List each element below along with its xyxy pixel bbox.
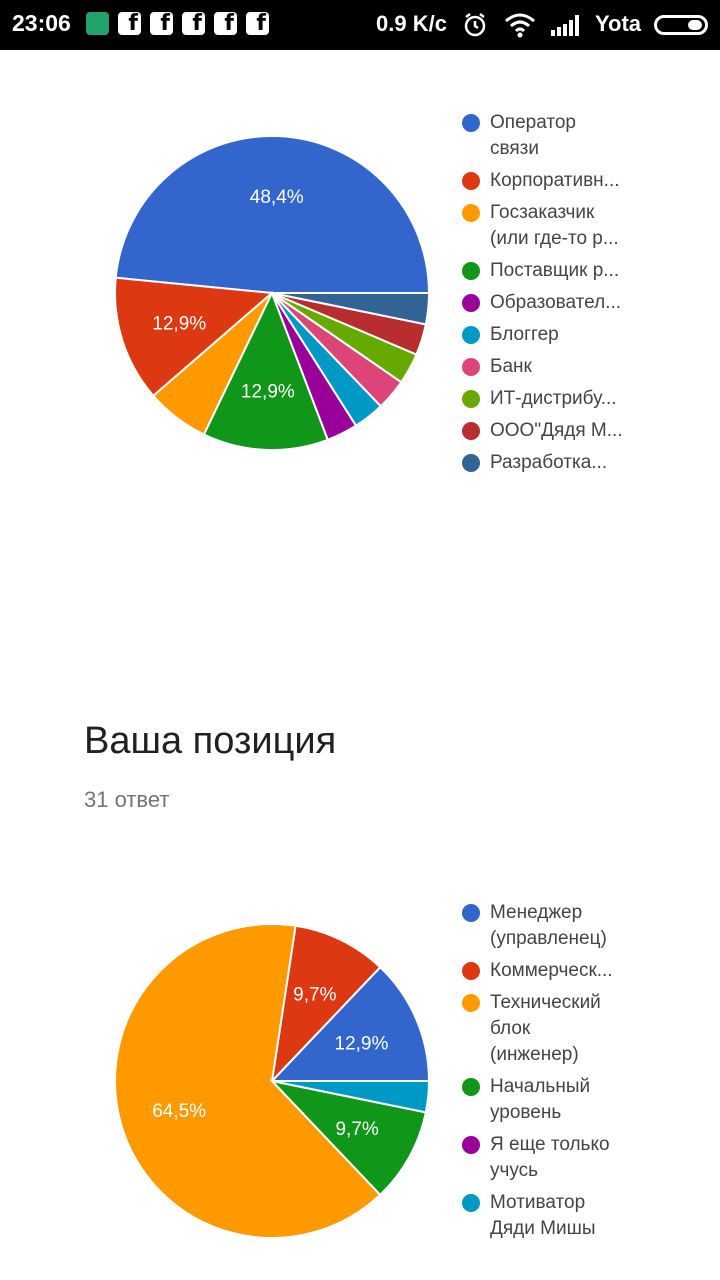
legend-color-dot [462, 262, 480, 280]
legend-color-dot [462, 172, 480, 190]
pie-slice[interactable] [114, 923, 382, 1239]
legend-label: Разработка... [490, 452, 608, 473]
facebook-icon [246, 12, 269, 35]
pie-data-label: 12,9% [335, 1034, 389, 1055]
legend-color-dot [462, 422, 480, 440]
pie-data-label: 64,5% [152, 1101, 206, 1122]
pie-slice[interactable] [114, 276, 275, 398]
legend-item[interactable]: Корпоративн... [460, 168, 720, 194]
legend-label: Госзаказчик (или где-то р... [490, 202, 619, 249]
legend-color-dot [462, 904, 480, 922]
legend-color-dot [462, 1078, 480, 1096]
pie-slice[interactable] [269, 1079, 428, 1197]
legend-color-dot [462, 962, 480, 980]
alarm-icon [464, 13, 486, 37]
pie-data-label: 48,4% [250, 187, 304, 208]
battery-icon [654, 15, 708, 35]
legend-label: ООО"Дядя М... [490, 420, 623, 441]
legend-item[interactable]: Коммерческ... [460, 958, 720, 984]
pie-chart-1-legend: Оператор связи Корпоративн... Госзаказчик … [460, 110, 720, 482]
legend-label: Образовател... [490, 292, 622, 313]
pie-chart-1: 48,4% 12,9% 12,9% Оператор связи Корпоратив… [0, 100, 720, 500]
pie-data-label: 12,9% [241, 381, 295, 402]
pie-slice[interactable] [270, 924, 382, 1084]
pie-data-label: 12,9% [152, 314, 206, 335]
legend-item[interactable]: Поставщик р... [460, 258, 720, 284]
legend-label: ИТ-дистрибу... [490, 388, 617, 409]
legend-color-dot [462, 358, 480, 376]
legend-color-dot [462, 454, 480, 472]
legend-item[interactable]: Оператор связи [460, 110, 720, 162]
legend-item[interactable]: Банк [460, 354, 720, 380]
legend-label: Мотиватор Дяди Мишы [490, 1192, 596, 1239]
shield-icon [86, 12, 109, 35]
legend-item[interactable]: Начальный уровень [460, 1074, 720, 1126]
legend-color-dot [462, 1194, 480, 1212]
legend-label: Поставщик р... [490, 260, 620, 281]
pie-slice[interactable] [271, 1080, 431, 1114]
pie-slice[interactable] [114, 135, 431, 294]
facebook-icon [150, 12, 173, 35]
facebook-icon [214, 12, 237, 35]
pie-data-label: 9,7% [335, 1119, 378, 1140]
legend-item[interactable]: Разработка... [460, 450, 720, 476]
pie-slice[interactable] [271, 292, 431, 326]
legend-color-dot [462, 994, 480, 1012]
legend-item[interactable]: Мотиватор Дяди Мишы [460, 1190, 720, 1242]
status-time: 23:06 [12, 10, 71, 36]
pie-chart-2-svg: 12,9% 9,7% 64,5% 9,7% [114, 923, 431, 1239]
status-bar: 23:06 0.9 K/c Yota [0, 0, 720, 50]
legend-label: Менеджер (управленец) [490, 902, 607, 949]
legend-item[interactable]: Образовател... [460, 290, 720, 316]
legend-label: Я еще только учусь [490, 1134, 610, 1181]
legend-color-dot [462, 294, 480, 312]
pie-data-label: 9,7% [293, 985, 336, 1006]
legend-item[interactable]: Менеджер (управленец) [460, 900, 720, 952]
legend-color-dot [462, 1136, 480, 1154]
legend-color-dot [462, 204, 480, 222]
legend-label: Корпоративн... [490, 170, 620, 191]
legend-label: Начальный уровень [490, 1076, 591, 1123]
response-count: 31 ответ [84, 787, 170, 812]
legend-color-dot [462, 390, 480, 408]
pie-chart-2: 12,9% 9,7% 64,5% 9,7% Менеджер (управленец)… [0, 890, 720, 1270]
pie-chart-2-legend: Менеджер (управленец) Коммерческ... Технич… [460, 900, 720, 1248]
legend-item[interactable]: ООО"Дядя М... [460, 418, 720, 444]
carrier-name: Yota [595, 11, 642, 36]
signal-icon [551, 15, 579, 36]
legend-item[interactable]: Я еще только учусь [460, 1132, 720, 1184]
legend-item[interactable]: ИТ-дистрибу... [460, 386, 720, 412]
legend-label: Технический блок (инженер) [490, 992, 601, 1065]
legend-label: Блоггер [490, 324, 559, 345]
legend-color-dot [462, 326, 480, 344]
facebook-icon [182, 12, 205, 35]
legend-label: Банк [490, 356, 532, 377]
legend-label: Коммерческ... [490, 960, 613, 981]
legend-item[interactable]: Блоггер [460, 322, 720, 348]
pie-chart-1-svg: 48,4% 12,9% 12,9% [114, 135, 431, 451]
wifi-icon [505, 13, 535, 38]
legend-label: Оператор связи [490, 112, 576, 159]
legend-color-dot [462, 114, 480, 132]
pie-slice[interactable] [269, 965, 431, 1082]
legend-item[interactable]: Госзаказчик (или где-то р... [460, 200, 720, 252]
network-speed: 0.9 K/c [376, 11, 447, 36]
pie-slice[interactable] [202, 290, 330, 451]
legend-item[interactable]: Технический блок (инженер) [460, 990, 720, 1068]
facebook-icon [118, 12, 141, 35]
question-title: Ваша позиция [84, 720, 337, 762]
